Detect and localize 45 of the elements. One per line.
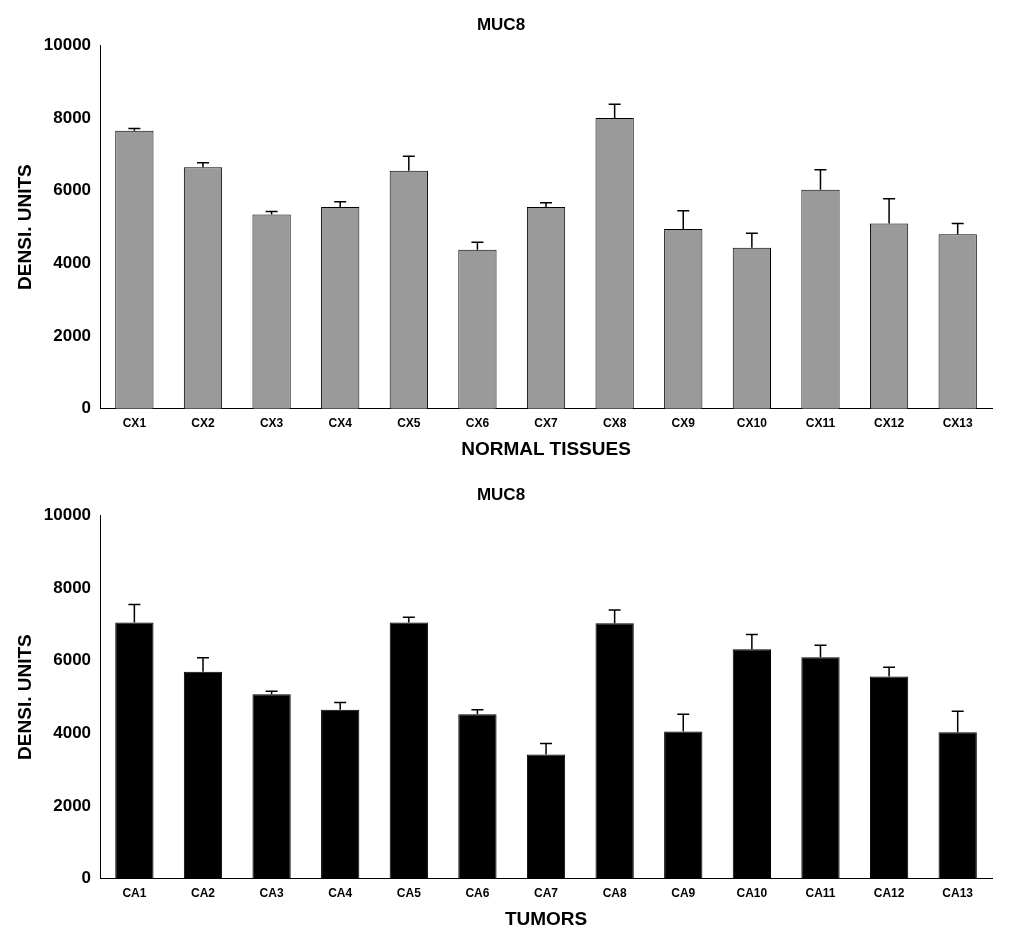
x-tick-label: CA6 bbox=[465, 886, 490, 901]
x-tick-label: CX1 bbox=[122, 416, 147, 431]
x-axis-title: NORMAL TISSUES bbox=[461, 437, 631, 459]
x-tick-label: CA13 bbox=[942, 886, 974, 901]
y-tick-label: 10000 bbox=[43, 505, 92, 525]
y-tick-label: 4000 bbox=[53, 253, 92, 273]
y-tick-label: 10000 bbox=[43, 35, 92, 55]
y-tick-label: 8000 bbox=[53, 107, 92, 127]
x-tick-label: CX13 bbox=[942, 416, 974, 431]
x-tick-label: CA1 bbox=[122, 886, 147, 901]
x-tick-label: CX7 bbox=[534, 416, 559, 431]
y-tick-label: 0 bbox=[81, 398, 92, 418]
y-tick-label: 4000 bbox=[53, 723, 92, 743]
y-axis-title: DENSI. UNITS bbox=[13, 164, 35, 290]
y-axis-title: DENSI. UNITS bbox=[13, 634, 35, 760]
x-tick-label: CX4 bbox=[328, 416, 353, 431]
x-tick-label: CA5 bbox=[396, 886, 422, 901]
bar bbox=[252, 694, 291, 879]
x-axis-title: TUMORS bbox=[504, 907, 588, 929]
x-tick-label: CX5 bbox=[397, 416, 421, 431]
chart-title: MUC8 bbox=[476, 484, 526, 504]
x-tick-label: CA9 bbox=[671, 886, 696, 901]
x-tick-label: CX12 bbox=[874, 416, 905, 431]
x-tick-label: CA3 bbox=[259, 886, 284, 901]
x-tick-label: CA8 bbox=[602, 886, 627, 901]
x-tick-label: CA4 bbox=[328, 886, 353, 901]
y-tick-label: 6000 bbox=[53, 180, 92, 200]
y-tick-label: 2000 bbox=[53, 795, 92, 815]
x-tick-label: CA2 bbox=[190, 886, 216, 901]
x-tick-label: CA12 bbox=[873, 886, 905, 901]
x-tick-label: CX10 bbox=[736, 416, 768, 431]
y-tick-label: 6000 bbox=[53, 650, 92, 670]
x-tick-label: CX11 bbox=[805, 416, 836, 431]
x-tick-label: CX8 bbox=[602, 416, 627, 431]
x-tick-label: CA10 bbox=[736, 886, 768, 901]
x-tick-label: CX9 bbox=[671, 416, 696, 431]
x-tick-label: CA11 bbox=[805, 886, 836, 901]
y-tick-label: 2000 bbox=[53, 325, 92, 345]
x-tick-label: CX2 bbox=[191, 416, 215, 431]
y-tick-label: 0 bbox=[81, 868, 92, 888]
x-tick-label: CX6 bbox=[465, 416, 490, 431]
chart-title: MUC8 bbox=[476, 14, 526, 34]
x-tick-label: CA7 bbox=[534, 886, 559, 901]
x-tick-label: CX3 bbox=[259, 416, 284, 431]
y-tick-label: 8000 bbox=[53, 577, 92, 597]
